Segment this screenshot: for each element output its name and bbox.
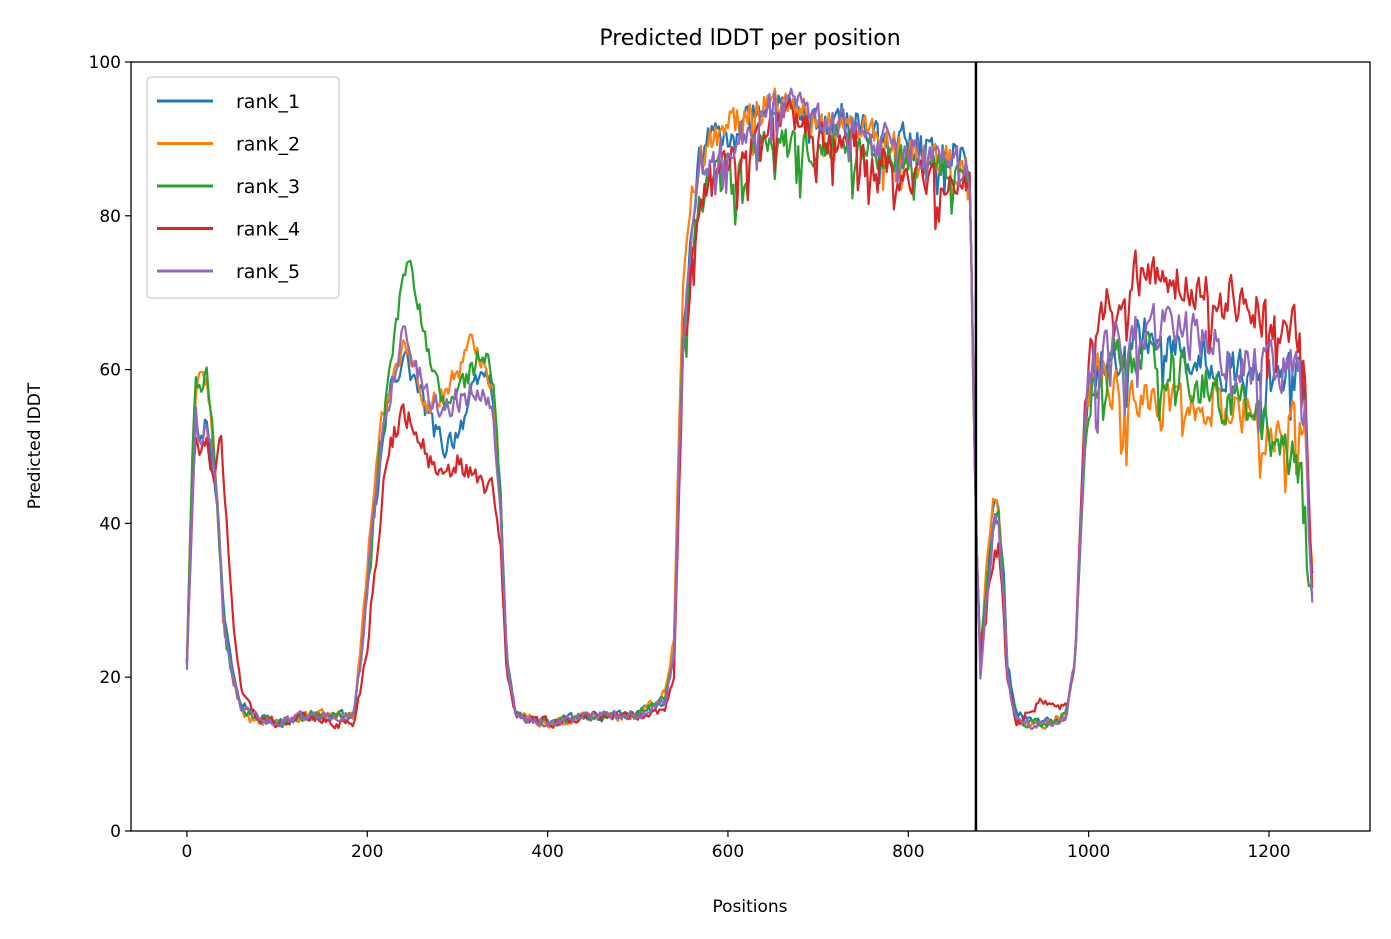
y-tick-label: 0: [110, 822, 121, 842]
x-tick-label: 1200: [1247, 842, 1290, 862]
x-tick-label: 800: [892, 842, 924, 862]
legend-label-rank_4: rank_4: [236, 219, 300, 241]
y-tick-label: 40: [99, 514, 121, 534]
x-tick-label: 1000: [1067, 842, 1110, 862]
y-tick-label: 60: [99, 361, 121, 381]
series-line-rank_3: [185, 123, 1314, 729]
y-tick-label: 100: [89, 53, 121, 73]
y-axis-ticks: 0 20 40 60 80 100: [89, 53, 131, 842]
legend-label-rank_1: rank_1: [236, 91, 300, 113]
x-tick-label: 600: [712, 842, 744, 862]
legend-label-rank_2: rank_2: [236, 134, 300, 156]
plot-frame: [130, 61, 1371, 832]
series-line-rank_1: [185, 93, 1314, 727]
x-axis-ticks: 0 200 400 600 800 1000 1200: [181, 831, 1291, 862]
x-tick-label: 0: [181, 842, 192, 862]
y-axis-label: Predicted lDDT: [25, 382, 45, 509]
legend: rank_1 rank_2 rank_3 rank_4 rank_5: [146, 76, 340, 299]
series-line-rank_4: [185, 99, 1314, 730]
legend-label-rank_3: rank_3: [236, 176, 300, 198]
series-layer: [185, 87, 1314, 730]
x-tick-label: 400: [531, 842, 563, 862]
y-tick-label: 80: [99, 207, 121, 227]
x-axis-label: Positions: [712, 897, 787, 917]
x-tick-label: 200: [351, 842, 383, 862]
series-line-rank_5: [185, 87, 1314, 730]
legend-frame: [146, 76, 340, 299]
legend-label-rank_5: rank_5: [236, 261, 300, 283]
y-tick-label: 20: [99, 668, 121, 688]
chart-title: Predicted lDDT per position: [599, 26, 900, 51]
